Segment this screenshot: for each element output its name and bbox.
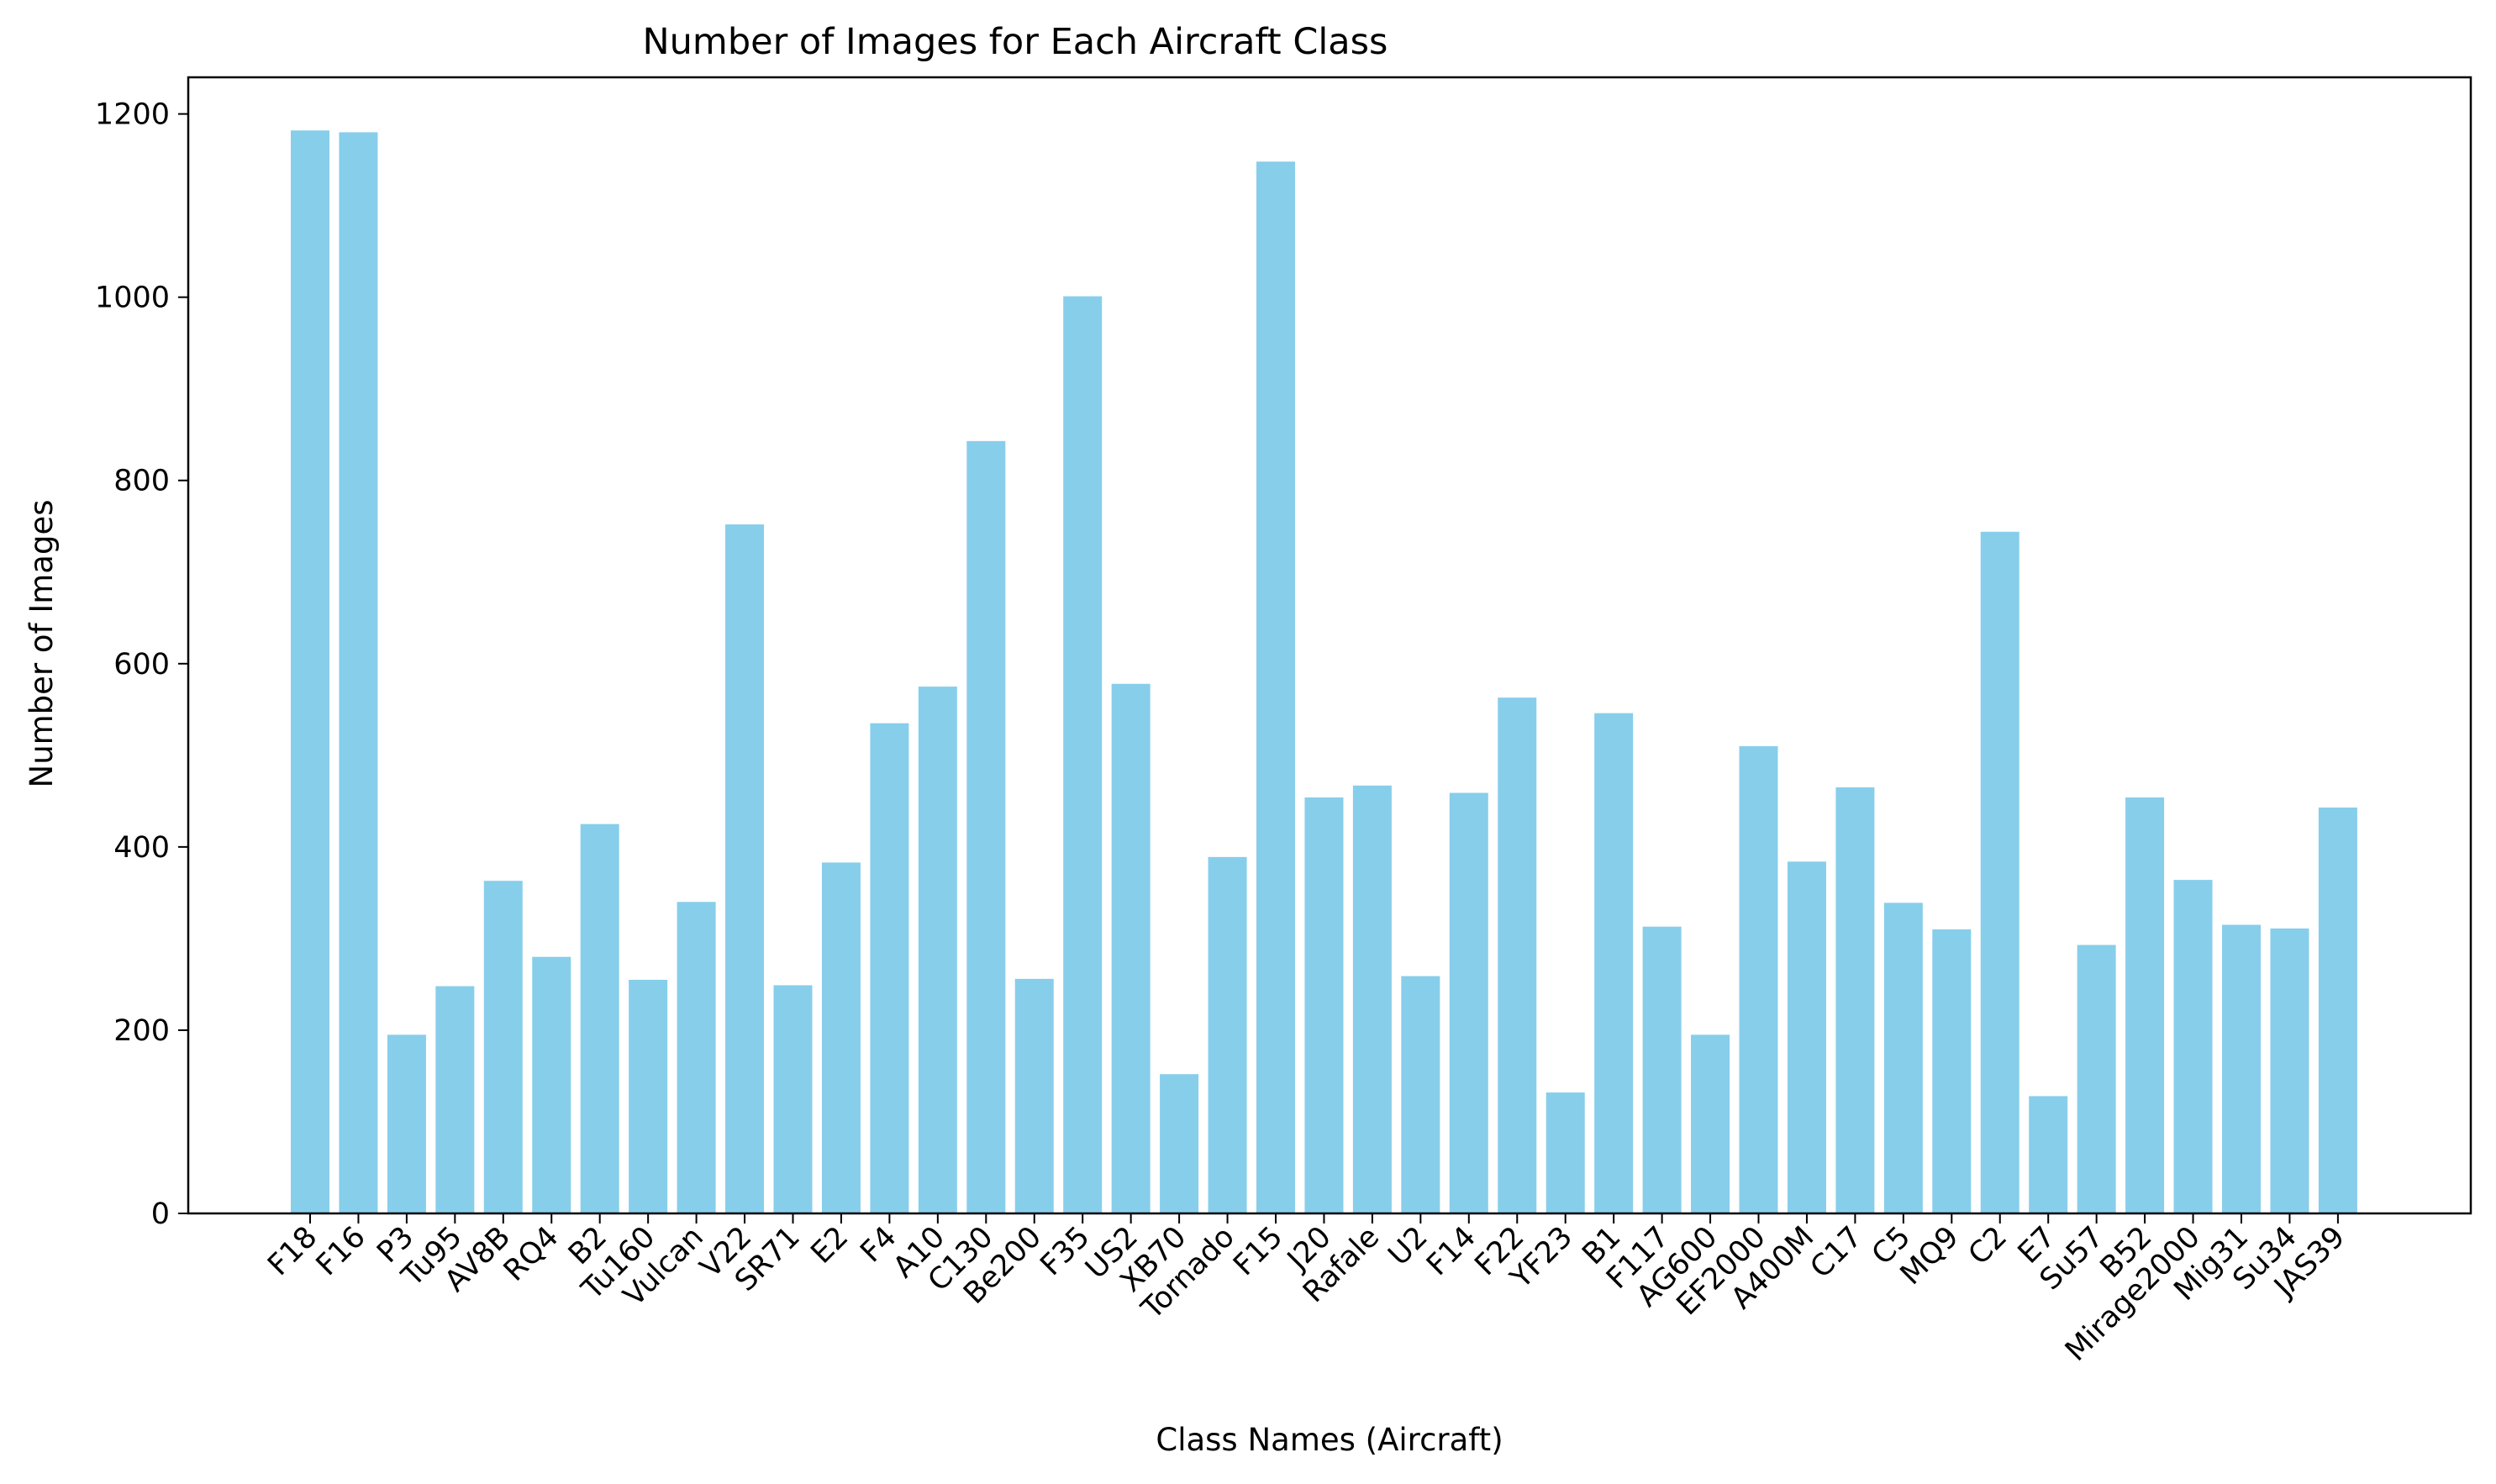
bar-B2 [580,824,619,1213]
bar-A10 [918,687,957,1213]
x-axis: F18F16P3Tu95AV8BRQ4B2Tu160VulcanV22SR71E… [261,1213,2351,1368]
bar-Su34 [2270,928,2309,1213]
plot-frame [187,76,2472,1215]
y-tick-label: 1200 [95,98,170,132]
bars [291,130,2357,1214]
bar-SR71 [773,985,813,1213]
bar-F16 [339,132,378,1213]
bar-XB70 [1160,1074,1199,1213]
bar-Su57 [2077,945,2116,1213]
bar-US2 [1111,683,1151,1213]
bar-AG600 [1691,1034,1730,1213]
bar-A400M [1787,861,1826,1213]
bar-F22 [1498,697,1537,1213]
bar-C5 [1883,903,1923,1213]
y-tick-label: 0 [151,1197,170,1231]
bar-E2 [821,862,861,1213]
bar-Tornado [1208,856,1247,1213]
bar-F117 [1642,926,1682,1213]
bar-B52 [2125,797,2165,1213]
bar-Tu160 [629,979,668,1213]
bar-YF23 [1546,1092,1585,1213]
y-axis-title: Number of Images [24,500,60,788]
bar-JAS39 [2318,807,2357,1213]
bar-B1 [1594,713,1634,1213]
x-tick-label: RQ4 [498,1220,566,1288]
x-tick-label: C2 [1962,1220,2014,1271]
bar-Mirage2000 [2173,880,2213,1213]
x-axis-title: Class Names (Aircraft) [1156,1422,1503,1458]
y-tick-label: 800 [113,465,170,498]
bar-F14 [1449,792,1488,1213]
bar-V22 [725,524,765,1213]
bar-Vulcan [677,902,716,1213]
y-axis: 0 200 400 600 800 1000 1200 [95,98,188,1231]
x-tick-label: F16 [310,1220,372,1282]
bar-F35 [1063,296,1103,1214]
y-tick-label: 1000 [95,282,170,315]
bar-C130 [966,440,1006,1213]
bar-MQ9 [1932,929,1972,1213]
bar-F15 [1256,161,1295,1213]
bar-F4 [870,723,909,1213]
x-tick-label: F18 [261,1220,324,1282]
bar-Rafale [1352,785,1392,1213]
bar-E7 [2029,1096,2068,1213]
x-tick-label: F35 [1035,1220,1097,1282]
bar-C17 [1835,787,1875,1213]
chart-title: Number of Images for Each Aircraft Class [643,21,1388,63]
y-tick-label: 200 [113,1014,170,1048]
bar-J20 [1304,797,1344,1213]
x-tick-label: F14 [1420,1220,1482,1282]
bar-Be200 [1014,978,1054,1213]
bar-F18 [291,130,329,1214]
y-tick-label: 600 [113,648,170,681]
bar-RQ4 [532,956,571,1213]
y-tick-label: 400 [113,831,170,865]
x-tick-label: E2 [805,1220,856,1271]
bar-C2 [1980,531,2019,1213]
bar-Mig31 [2222,924,2261,1213]
x-tick-label: C17 [1804,1220,1869,1285]
bar-AV8B [483,881,523,1213]
bar-Tu95 [435,986,475,1213]
bar-U2 [1401,976,1440,1213]
x-tick-label: F15 [1227,1220,1289,1282]
bar-EF2000 [1739,745,1778,1213]
bar-P3 [387,1034,426,1213]
